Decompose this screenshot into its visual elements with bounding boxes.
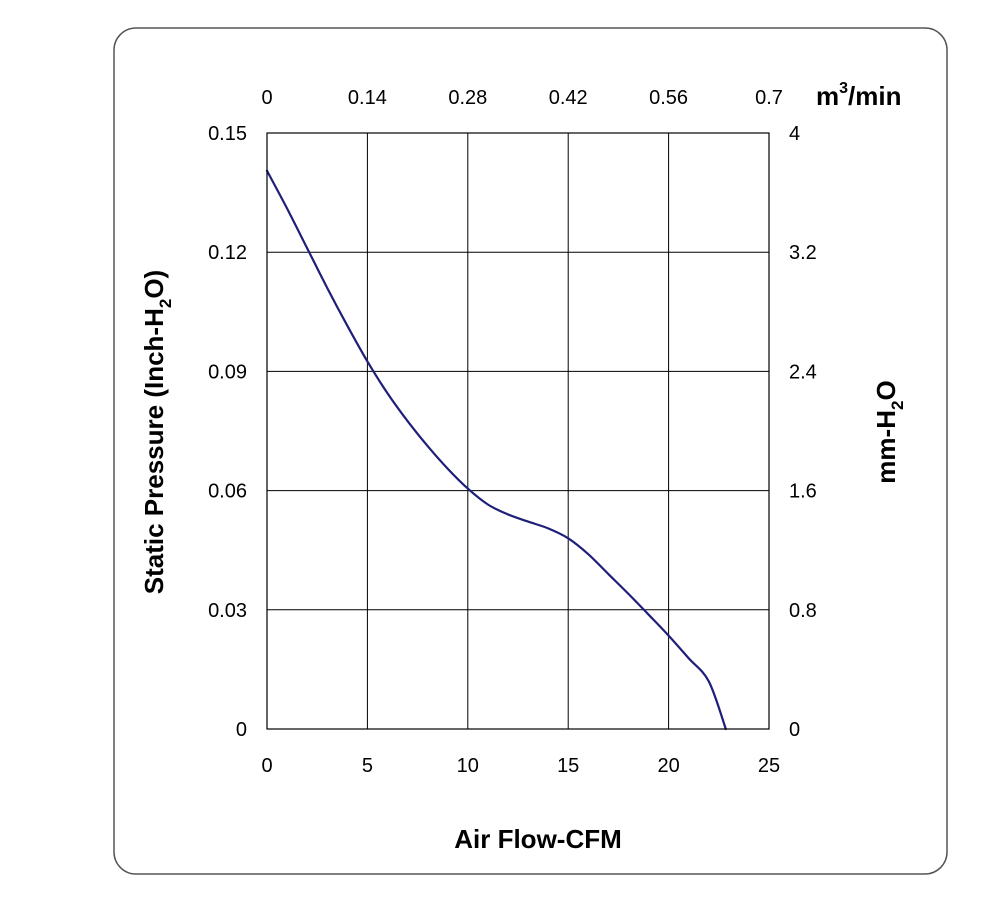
right-tick-label: 4 <box>789 123 800 145</box>
top-axis-ticks: 0 0.14 0.28 0.42 0.56 0.7 <box>261 87 782 109</box>
right-tick-label: 3.2 <box>789 242 817 264</box>
right-tick-label: 0.8 <box>789 600 817 622</box>
top-tick-label: 0.28 <box>448 87 487 109</box>
x-tick-label: 10 <box>457 755 479 777</box>
series-layer <box>265 169 727 731</box>
x-tick-label: 0 <box>261 755 272 777</box>
top-tick-label: 0.42 <box>549 87 588 109</box>
plot-area-border <box>266 132 770 730</box>
y-tick-label: 0.09 <box>208 361 247 383</box>
right-tick-label: 1.6 <box>789 481 817 503</box>
right-tick-label: 2.4 <box>789 361 817 383</box>
right-axis-ticks: 0 0.8 1.6 2.4 3.2 4 <box>789 123 817 741</box>
y-tick-label: 0 <box>236 719 247 741</box>
pressure-flow-curve <box>265 169 727 731</box>
right-axis-label: mm-H2O <box>871 380 907 483</box>
x-axis-label: Air Flow-CFM <box>454 824 622 854</box>
y-tick-label: 0.12 <box>208 242 247 264</box>
top-axis-label: m3/min <box>816 80 901 111</box>
y-tick-label: 0.03 <box>208 600 247 622</box>
x-tick-label: 25 <box>758 755 780 777</box>
top-tick-label: 0 <box>261 87 272 109</box>
x-axis-ticks: 0 5 10 15 20 25 <box>261 755 780 777</box>
y-tick-label: 0.15 <box>208 123 247 145</box>
x-tick-label: 15 <box>557 755 579 777</box>
x-tick-label: 20 <box>657 755 679 777</box>
y-tick-label: 0.06 <box>208 481 247 503</box>
chart-frame <box>113 27 948 875</box>
grid <box>267 133 769 729</box>
top-tick-label: 0.56 <box>649 87 688 109</box>
y-axis-label: Static Pressure (Inch-H2O) <box>139 270 175 594</box>
top-tick-label: 0.14 <box>348 87 387 109</box>
right-tick-label: 0 <box>789 719 800 741</box>
top-tick-label: 0.7 <box>755 87 783 109</box>
y-axis-ticks: 0 0.03 0.06 0.09 0.12 0.15 <box>208 123 247 741</box>
x-tick-label: 5 <box>362 755 373 777</box>
